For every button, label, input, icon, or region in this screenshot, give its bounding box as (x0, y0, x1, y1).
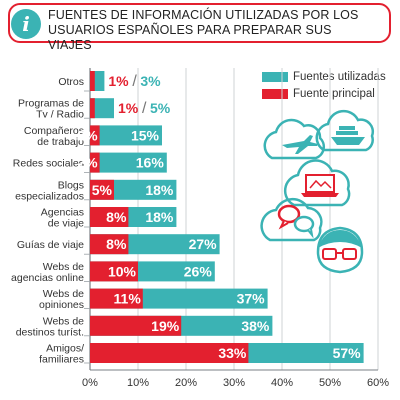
legend-label: Fuente principal (293, 87, 375, 100)
category-label: familiares (39, 354, 84, 366)
category-label: de viaje (48, 218, 84, 230)
value-label-utilizadas: 5% (150, 100, 171, 116)
bar-fuente-principal (90, 125, 100, 146)
category-label: Compañeros (24, 125, 84, 137)
x-tick-label: 50% (319, 377, 341, 389)
bar-fuente-principal (90, 179, 114, 200)
chart-title: FUENTES DE INFORMACIÓN UTILIZADAS POR LO… (48, 8, 378, 53)
title-line-1: FUENTES DE INFORMACIÓN UTILIZADAS POR LO… (48, 8, 359, 22)
bar-fuente-principal (90, 234, 129, 255)
title-line-2: USUARIOS ESPAÑOLES PARA PREPARAR SUS VIA… (48, 23, 332, 52)
category-label: Webs de (43, 288, 84, 300)
value-label-utilizadas: 57% (333, 345, 362, 361)
bar-fuentes-utilizadas (90, 98, 114, 119)
x-tick-label: 40% (271, 377, 293, 389)
bar-fuente-principal (90, 315, 182, 336)
value-label-principal: 5% (92, 182, 113, 198)
category-label: de trabajo (37, 136, 84, 148)
category-label: Blogs (58, 179, 84, 191)
category-label: Tv / Radio (36, 109, 84, 121)
value-label-principal: 10% (108, 263, 137, 279)
laptop-icon (301, 174, 339, 197)
bar-fuente-principal (90, 71, 95, 91)
legend-swatch-teal (262, 71, 288, 82)
category-label: Amigos/ (46, 343, 84, 355)
bar-fuente-principal (90, 98, 95, 119)
bar-fuente-principal (90, 207, 129, 227)
cloud-ship-icon (315, 109, 375, 152)
value-label-utilizadas: 16% (136, 155, 165, 171)
value-label-utilizadas: 18% (145, 182, 174, 198)
value-label-utilizadas: 18% (145, 209, 174, 225)
value-label-principal: 1% (108, 73, 129, 89)
cloud-airplane-icon (263, 118, 326, 160)
bar-fuente-principal (90, 288, 143, 309)
bar-fuente-principal (90, 152, 100, 173)
category-label: Redes sociales (13, 158, 84, 170)
bar-fuente-principal (90, 343, 249, 363)
category-label: especializados (15, 190, 84, 202)
airplane-icon (282, 135, 318, 154)
cloud-laptop-icon (283, 159, 351, 207)
x-tick-label: 20% (175, 377, 197, 389)
value-separator: / (142, 100, 147, 117)
value-label-utilizadas: 37% (237, 291, 266, 307)
x-tick-label: 30% (223, 377, 245, 389)
legend: Fuentes utilizadas Fuente principal (262, 68, 386, 102)
value-label-principal: 19% (151, 318, 180, 334)
value-label-principal: 8% (106, 236, 127, 252)
category-label: Webs de (43, 315, 84, 327)
x-tick-label: 0% (82, 377, 98, 389)
category-label: Programas de (18, 98, 84, 110)
value-label-utilizadas: 15% (131, 127, 160, 143)
category-label: agencias online (11, 272, 84, 284)
category-label: Agencias (41, 207, 84, 219)
value-label-principal: 2% (77, 155, 98, 171)
value-label-utilizadas: 27% (189, 236, 218, 252)
category-label: opiniones (39, 299, 84, 311)
legend-item-fuentes-utilizadas: Fuentes utilizadas (262, 68, 386, 85)
value-label-principal: 2% (77, 127, 98, 143)
bar-fuentes-utilizadas (90, 125, 162, 146)
legend-item-fuente-principal: Fuente principal (262, 85, 386, 102)
speech-bubbles-icon (277, 204, 315, 239)
bar-fuente-principal (90, 261, 138, 282)
legend-swatch-red (262, 88, 288, 99)
value-label-principal: 1% (118, 100, 139, 116)
title-box (8, 3, 391, 43)
category-label: Otros (58, 76, 84, 88)
info-icon: i (11, 9, 41, 39)
category-label: destinos turíst. (16, 326, 84, 338)
value-label-utilizadas: 38% (241, 318, 270, 334)
x-tick-label: 60% (367, 377, 389, 389)
value-label-principal: 11% (114, 291, 142, 307)
person-with-glasses-icon (316, 226, 364, 274)
bar-fuentes-utilizadas (90, 152, 167, 173)
value-label-principal: 8% (106, 209, 127, 225)
value-label-utilizadas: 26% (184, 263, 213, 279)
ship-icon (331, 126, 365, 145)
category-label: Guías de viaje (17, 239, 84, 251)
value-label-principal: 33% (218, 345, 247, 361)
x-tick-label: 10% (127, 377, 149, 389)
category-label: Webs de (43, 261, 84, 273)
value-label-utilizadas: 3% (140, 73, 161, 89)
legend-label: Fuentes utilizadas (293, 70, 386, 83)
cloud-speech-bubbles-icon (260, 197, 323, 242)
value-separator: / (132, 73, 137, 90)
